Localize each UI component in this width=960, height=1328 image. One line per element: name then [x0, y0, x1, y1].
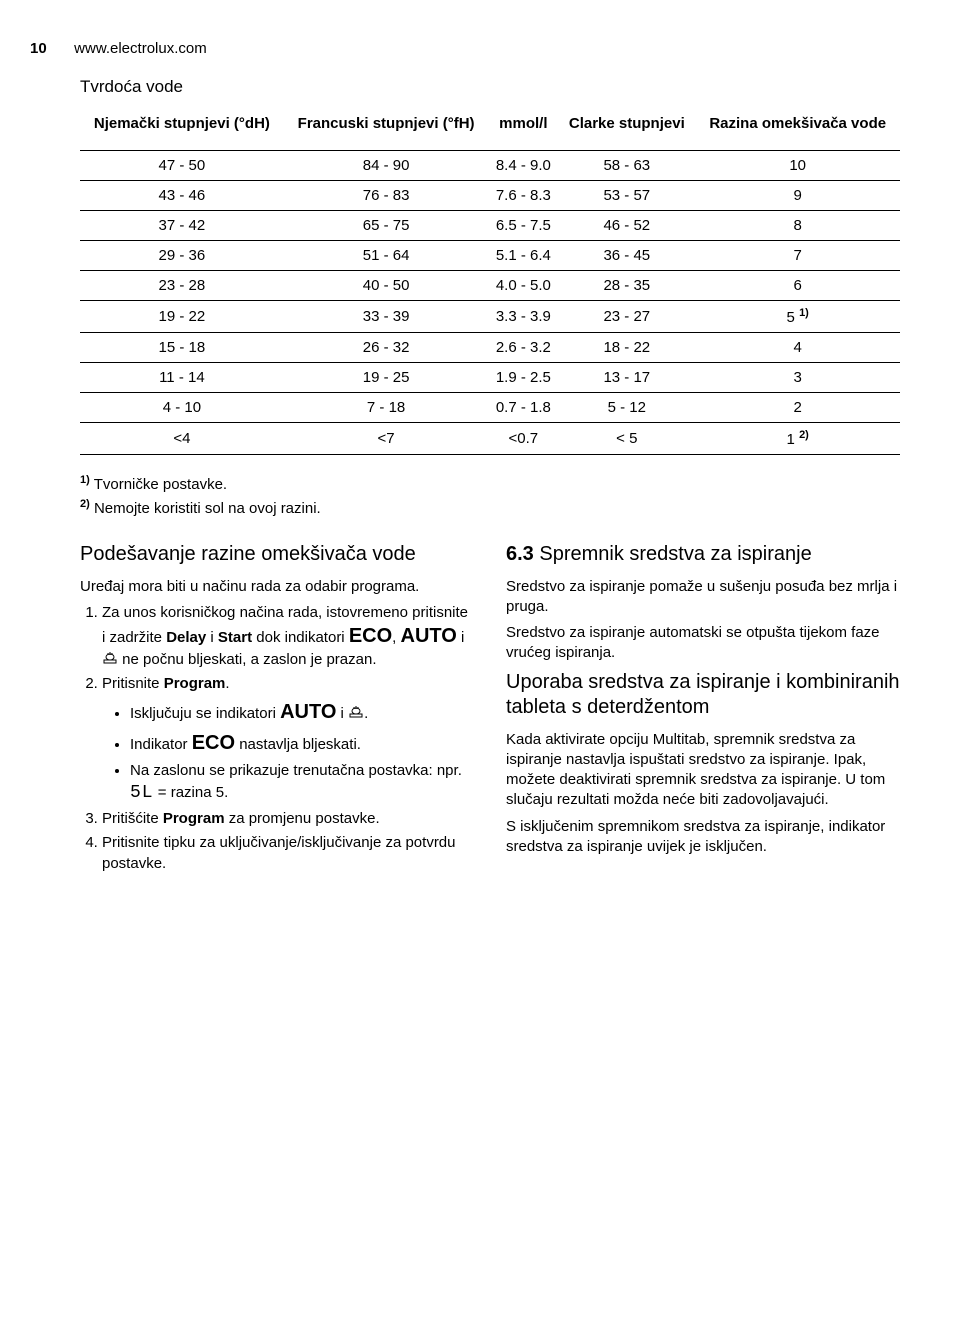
- table-row: 4 - 107 - 180.7 - 1.85 - 122: [80, 393, 900, 423]
- table-cell: 46 - 52: [558, 211, 695, 241]
- table-cell: 58 - 63: [558, 151, 695, 181]
- table-row: 15 - 1826 - 322.6 - 3.218 - 224: [80, 333, 900, 363]
- footnote-2: Nemojte koristiti sol na ovoj razini.: [94, 500, 321, 517]
- table-cell: 8: [695, 211, 900, 241]
- table-cell: 47 - 50: [80, 151, 284, 181]
- table-cell: 53 - 57: [558, 181, 695, 211]
- table-cell: <4: [80, 423, 284, 455]
- table-cell: 2: [695, 393, 900, 423]
- table-row: 29 - 3651 - 645.1 - 6.436 - 457: [80, 241, 900, 271]
- table-cell: 0.7 - 1.8: [488, 393, 558, 423]
- page-number: 10: [30, 40, 70, 57]
- table-row: 11 - 1419 - 251.9 - 2.513 - 173: [80, 363, 900, 393]
- right-p4: S isključenim spremnikom sredstva za isp…: [506, 817, 900, 858]
- step-1: Za unos korisničkog načina rada, istovre…: [102, 603, 474, 671]
- footnotes-block: 1) Tvorničke postavke. 2) Nemojte korist…: [80, 473, 900, 520]
- table-cell: 76 - 83: [284, 181, 489, 211]
- table-cell: < 5: [558, 423, 695, 455]
- table-cell: <0.7: [488, 423, 558, 455]
- table-cell: 11 - 14: [80, 363, 284, 393]
- table-cell: 1 2): [695, 423, 900, 455]
- table-cell: 65 - 75: [284, 211, 489, 241]
- table-cell: 7.6 - 8.3: [488, 181, 558, 211]
- table-cell: 29 - 36: [80, 241, 284, 271]
- left-column: Podešavanje razine omekšivača vode Uređa…: [80, 542, 474, 880]
- col-header: Clarke stupnjevi: [558, 109, 695, 151]
- table-cell: 84 - 90: [284, 151, 489, 181]
- table-cell: 4.0 - 5.0: [488, 271, 558, 301]
- col-header: Njemački stupnjevi (°dH): [80, 109, 284, 151]
- table-cell: 19 - 22: [80, 301, 284, 333]
- col-header: mmol/l: [488, 109, 558, 151]
- table-header-row: Njemački stupnjevi (°dH) Francuski stupn…: [80, 109, 900, 151]
- table-cell: 3: [695, 363, 900, 393]
- display-example: 5L: [130, 783, 154, 803]
- table-cell: 28 - 35: [558, 271, 695, 301]
- table-row: 43 - 4676 - 837.6 - 8.353 - 579: [80, 181, 900, 211]
- right-p1: Sredstvo za ispiranje pomaže u sušenju p…: [506, 577, 900, 618]
- right-column: 6.3 Spremnik sredstva za ispiranje Sreds…: [506, 542, 900, 880]
- table-cell: 3.3 - 3.9: [488, 301, 558, 333]
- table-cell: 9: [695, 181, 900, 211]
- table-row: <4<7<0.7< 51 2): [80, 423, 900, 455]
- bullet-1: Isključuju se indikatori AUTO i .: [130, 699, 474, 726]
- col-header: Razina omekšivača vode: [695, 109, 900, 151]
- right-p2: Sredstvo za ispiranje automatski se otpu…: [506, 623, 900, 664]
- bullet-3: Na zaslonu se prikazuje trenutačna posta…: [130, 761, 474, 806]
- right-heading-2: Uporaba sredstva za ispiranje i kombinir…: [506, 670, 900, 720]
- table-cell: 7 - 18: [284, 393, 489, 423]
- table-cell: 5.1 - 6.4: [488, 241, 558, 271]
- dish-icon: [348, 706, 364, 720]
- table-row: 19 - 2233 - 393.3 - 3.923 - 275 1): [80, 301, 900, 333]
- table-cell: 43 - 46: [80, 181, 284, 211]
- table-cell: 6.5 - 7.5: [488, 211, 558, 241]
- step-4: Pritisnite tipku za uključivanje/isključ…: [102, 833, 474, 874]
- step-3: Pritišćite Program za promjenu postavke.: [102, 809, 474, 829]
- table-cell: 6: [695, 271, 900, 301]
- table-cell: 8.4 - 9.0: [488, 151, 558, 181]
- table-cell: 4: [695, 333, 900, 363]
- dish-icon: [102, 652, 118, 666]
- table-cell: 15 - 18: [80, 333, 284, 363]
- table-cell: <7: [284, 423, 489, 455]
- table-cell: 36 - 45: [558, 241, 695, 271]
- left-intro: Uređaj mora biti u načinu rada za odabir…: [80, 577, 474, 597]
- bullet-2: Indikator ECO nastavlja bljeskati.: [130, 730, 474, 757]
- table-cell: 2.6 - 3.2: [488, 333, 558, 363]
- table-cell: 37 - 42: [80, 211, 284, 241]
- table-cell: 5 - 12: [558, 393, 695, 423]
- table-cell: 10: [695, 151, 900, 181]
- table-cell: 23 - 28: [80, 271, 284, 301]
- hardness-table: Njemački stupnjevi (°dH) Francuski stupn…: [80, 109, 900, 455]
- table-cell: 23 - 27: [558, 301, 695, 333]
- page-header: 10 www.electrolux.com: [30, 40, 900, 57]
- col-header: Francuski stupnjevi (°fH): [284, 109, 489, 151]
- right-p3: Kada aktivirate opciju Multitab, spremni…: [506, 730, 900, 811]
- table-row: 47 - 5084 - 908.4 - 9.058 - 6310: [80, 151, 900, 181]
- left-heading: Podešavanje razine omekšivača vode: [80, 542, 474, 567]
- table-cell: 40 - 50: [284, 271, 489, 301]
- table-cell: 4 - 10: [80, 393, 284, 423]
- table-cell: 5 1): [695, 301, 900, 333]
- header-url: www.electrolux.com: [74, 40, 207, 57]
- table-cell: 18 - 22: [558, 333, 695, 363]
- table-cell: 13 - 17: [558, 363, 695, 393]
- eco-label: ECO: [349, 625, 392, 647]
- right-heading-1: 6.3 Spremnik sredstva za ispiranje: [506, 542, 900, 567]
- table-cell: 26 - 32: [284, 333, 489, 363]
- table-cell: 1.9 - 2.5: [488, 363, 558, 393]
- step-2: Pritisnite Program. Isključuju se indika…: [102, 674, 474, 805]
- table-row: 37 - 4265 - 756.5 - 7.546 - 528: [80, 211, 900, 241]
- table-cell: 7: [695, 241, 900, 271]
- footnote-1: Tvorničke postavke.: [94, 476, 227, 493]
- table-cell: 33 - 39: [284, 301, 489, 333]
- table-cell: 51 - 64: [284, 241, 489, 271]
- table-cell: 19 - 25: [284, 363, 489, 393]
- auto-label: AUTO: [401, 625, 457, 647]
- table-title: Tvrdoća vode: [80, 77, 900, 97]
- table-row: 23 - 2840 - 504.0 - 5.028 - 356: [80, 271, 900, 301]
